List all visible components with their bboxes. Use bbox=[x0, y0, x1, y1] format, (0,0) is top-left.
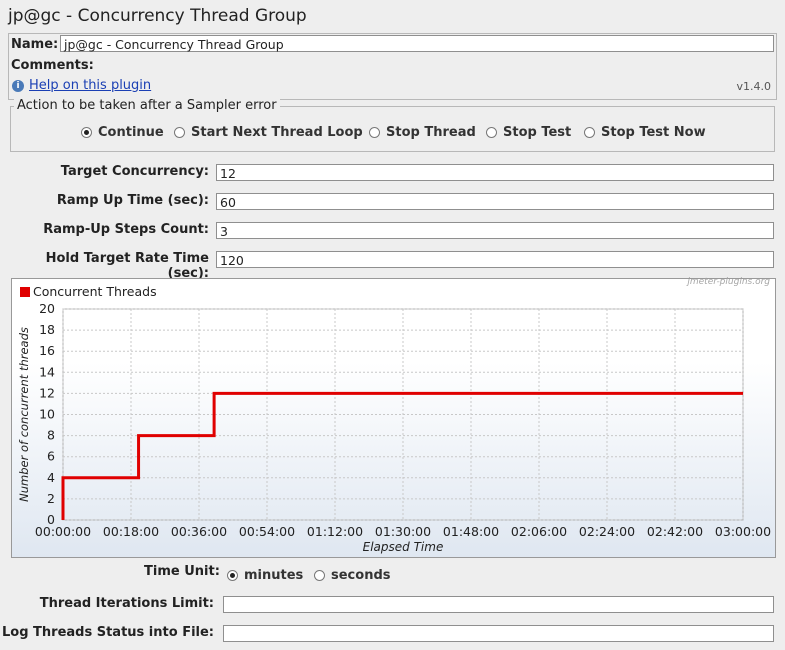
ramp-up-time-input[interactable]: 60 bbox=[216, 193, 774, 210]
x-tick-label: 00:54:00 bbox=[239, 524, 295, 539]
y-tick-label: 20 bbox=[39, 301, 55, 316]
target-concurrency-input[interactable]: 12 bbox=[216, 164, 774, 181]
radio-start-next-thread-loop[interactable]: Start Next Thread Loop bbox=[174, 124, 363, 140]
thread-iterations-label: Thread Iterations Limit: bbox=[39, 596, 214, 611]
ramp-up-time-label: Ramp Up Time (sec): bbox=[56, 193, 209, 208]
radio-continue[interactable]: Continue bbox=[81, 124, 164, 140]
radio-button[interactable] bbox=[584, 126, 595, 138]
panel-title: jp@gc - Concurrency Thread Group bbox=[8, 6, 307, 26]
series-line-concurrent-threads bbox=[61, 391, 743, 520]
x-tick-label: 02:06:00 bbox=[511, 524, 567, 539]
radio-stop-test-now[interactable]: Stop Test Now bbox=[584, 124, 706, 140]
radio-button[interactable] bbox=[314, 569, 325, 581]
target-concurrency-label: Target Concurrency: bbox=[60, 164, 209, 179]
radio-seconds[interactable]: seconds bbox=[314, 567, 391, 583]
y-tick-label: 10 bbox=[39, 407, 55, 422]
sampler-error-group bbox=[10, 106, 775, 152]
x-tick-label: 02:42:00 bbox=[647, 524, 703, 539]
radio-stop-test[interactable]: Stop Test bbox=[486, 124, 571, 140]
radio-label: Stop Thread bbox=[386, 124, 476, 140]
legend-swatch bbox=[20, 287, 30, 297]
hold-time-label: Hold Target Rate Time (sec): bbox=[45, 251, 209, 281]
radio-stop-thread[interactable]: Stop Thread bbox=[369, 124, 476, 140]
chart-plot: 0 2 4 6 8 10 12 14 16 18 20 00:00:00 00:18:00 00:36:0… bbox=[17, 301, 771, 554]
thread-iterations-input[interactable] bbox=[223, 596, 774, 613]
legend-label: Concurrent Threads bbox=[33, 284, 157, 299]
y-tick-label: 16 bbox=[39, 343, 55, 358]
name-input[interactable]: jp@gc - Concurrency Thread Group bbox=[60, 35, 774, 52]
sampler-error-legend: Action to be taken after a Sampler error bbox=[14, 98, 280, 113]
y-tick-label: 2 bbox=[47, 491, 55, 506]
y-tick-label: 4 bbox=[47, 470, 55, 485]
x-tick-label: 01:48:00 bbox=[443, 524, 499, 539]
name-label: Name: bbox=[11, 37, 59, 52]
x-tick-label: 02:24:00 bbox=[579, 524, 635, 539]
comments-label: Comments: bbox=[11, 58, 94, 73]
radio-label: minutes bbox=[244, 567, 304, 583]
time-unit-label: Time Unit: bbox=[144, 564, 220, 579]
x-tick-label: 03:00:00 bbox=[715, 524, 771, 539]
radio-button-selected[interactable] bbox=[227, 569, 238, 581]
radio-button[interactable] bbox=[369, 126, 380, 138]
ramp-up-steps-input[interactable]: 3 bbox=[216, 222, 774, 239]
x-tick-label: 00:00:00 bbox=[35, 524, 91, 539]
radio-button[interactable] bbox=[486, 126, 497, 138]
version-label: v1.4.0 bbox=[736, 80, 772, 93]
info-icon: i bbox=[12, 80, 24, 92]
log-threads-label: Log Threads Status into File: bbox=[1, 625, 214, 640]
log-threads-input[interactable] bbox=[223, 625, 774, 642]
radio-label: seconds bbox=[331, 567, 391, 583]
radio-label: Start Next Thread Loop bbox=[191, 124, 363, 140]
chart-watermark: jmeter-plugins.org bbox=[687, 277, 770, 287]
radio-button[interactable] bbox=[174, 126, 185, 138]
ramp-up-steps-label: Ramp-Up Steps Count: bbox=[43, 222, 209, 237]
y-axis-label: Number of concurrent threads bbox=[17, 327, 31, 502]
x-tick-label: 01:30:00 bbox=[375, 524, 431, 539]
radio-button-selected[interactable] bbox=[81, 126, 92, 138]
help-link[interactable]: Help on this plugin bbox=[29, 78, 152, 93]
radio-label: Stop Test Now bbox=[601, 124, 706, 140]
radio-label: Stop Test bbox=[503, 124, 572, 140]
radio-label: Continue bbox=[98, 124, 164, 140]
y-tick-label: 14 bbox=[39, 364, 55, 379]
y-tick-label: 8 bbox=[47, 428, 55, 443]
x-tick-label: 00:18:00 bbox=[103, 524, 159, 539]
x-tick-label: 01:12:00 bbox=[307, 524, 363, 539]
x-tick-label: 00:36:00 bbox=[171, 524, 227, 539]
y-tick-label: 12 bbox=[39, 385, 55, 400]
y-tick-label: 18 bbox=[39, 322, 55, 337]
name-comments-panel bbox=[8, 33, 777, 100]
y-tick-label: 0 bbox=[47, 512, 55, 527]
y-tick-label: 6 bbox=[47, 449, 55, 464]
x-axis-label: Elapsed Time bbox=[363, 540, 444, 554]
hold-time-input[interactable]: 120 bbox=[216, 251, 774, 268]
radio-minutes[interactable]: minutes bbox=[227, 567, 303, 583]
